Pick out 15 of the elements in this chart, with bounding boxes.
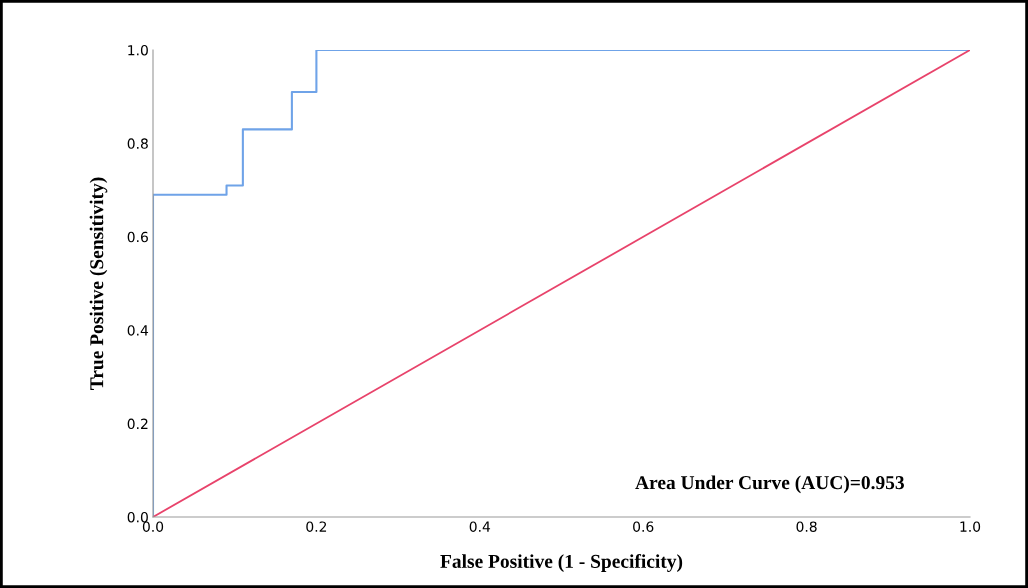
y-tick-label: 0.4 — [127, 325, 149, 336]
y-axis-title: True Positive (Sensitivity) — [89, 177, 108, 390]
x-tick-label: 0.4 — [469, 521, 491, 532]
x-tick-label: 0.6 — [633, 521, 654, 532]
x-tick-label: 0.0 — [142, 521, 164, 532]
y-tick-label: 0.6 — [127, 231, 148, 243]
y-tick-label: 1.0 — [128, 44, 148, 56]
x-tick-label: 0.2 — [306, 521, 327, 532]
x-tick-label: 1.0 — [960, 521, 981, 532]
y-tick-label: 0.2 — [127, 418, 148, 430]
y-tick-label: 0.8 — [127, 138, 148, 149]
x-tick-label: 0.8 — [796, 521, 817, 532]
x-axis-title: False Positive (1 - Specificity) — [440, 554, 683, 572]
annotation: Area Under Curve (AUC)=0.953 — [635, 475, 904, 494]
y-tick-label: 0.0 — [127, 511, 148, 523]
